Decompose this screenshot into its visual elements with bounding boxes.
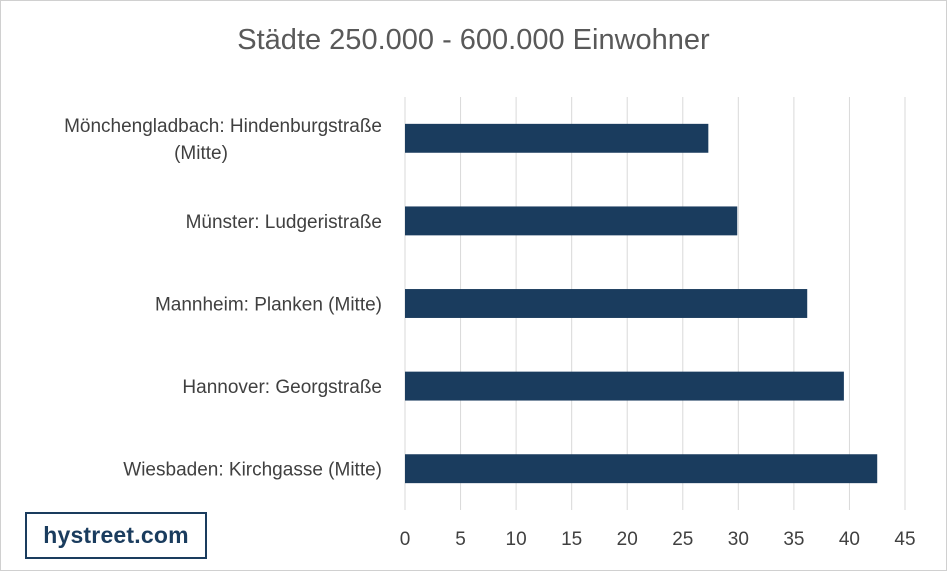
x-tick-label: 0 [400,529,411,550]
category-label: Hannover: Georgstraße [182,377,382,398]
x-tick-label: 35 [783,529,804,550]
bar [405,371,844,401]
bar [405,123,709,153]
category-label: Mönchengladbach: Hindenburgstraße [64,116,382,137]
chart-title: Städte 250.000 - 600.000 Einwohner [237,24,710,56]
category-label: Wiesbaden: Kirchgasse (Mitte) [123,460,382,481]
x-tick-label: 25 [672,529,693,550]
x-tick-label: 45 [894,529,915,550]
x-tick-label: 5 [455,529,466,550]
bar [405,454,878,484]
category-label: (Mitte) [174,143,228,164]
category-label: Mannheim: Planken (Mitte) [155,295,382,316]
x-tick-label: 40 [839,529,860,550]
x-tick-label: 30 [728,529,749,550]
bar [405,206,738,236]
x-tick-label: 20 [617,529,638,550]
category-label: Münster: Ludgeristraße [186,212,382,233]
x-tick-label: 10 [506,529,527,550]
x-tick-label: 15 [561,529,582,550]
logo-text: hystreet.com [43,522,189,548]
bar [405,289,808,318]
hystreet-logo: hystreet.com [25,512,207,559]
